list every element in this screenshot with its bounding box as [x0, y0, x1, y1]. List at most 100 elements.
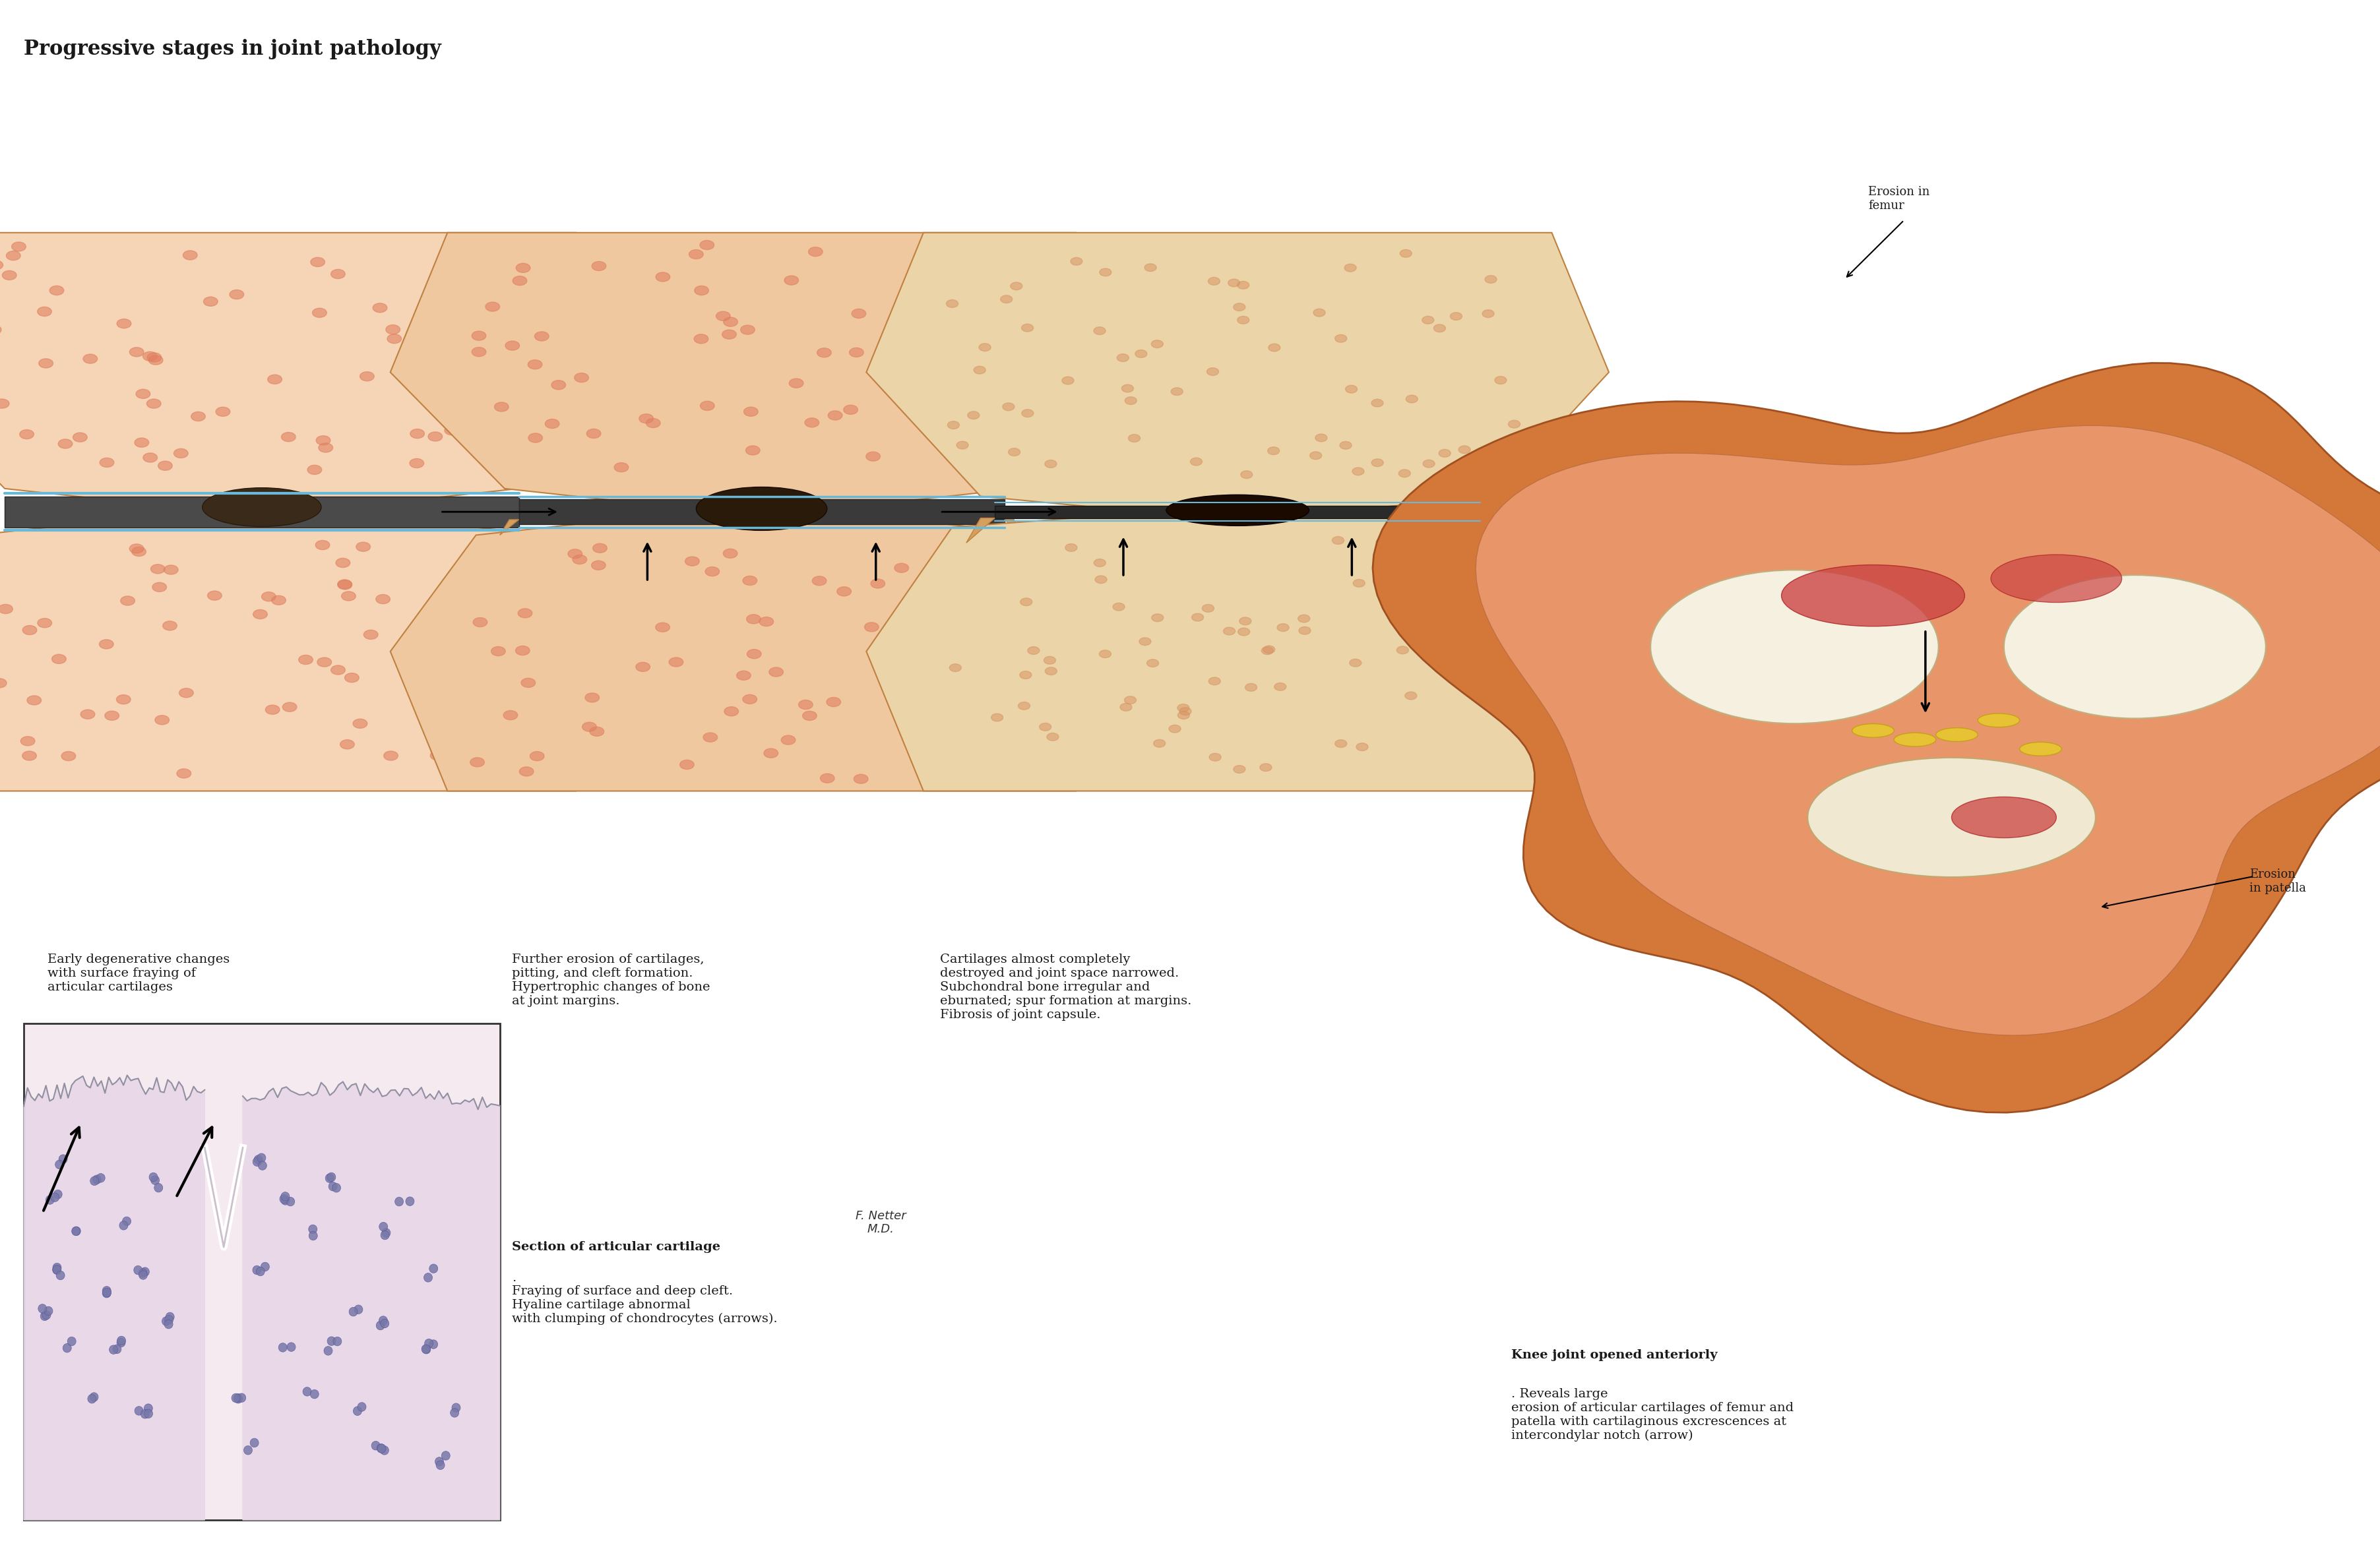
Ellipse shape	[1649, 569, 1937, 723]
Ellipse shape	[381, 1446, 388, 1455]
Ellipse shape	[150, 1173, 157, 1182]
Ellipse shape	[52, 1266, 62, 1275]
Circle shape	[969, 411, 981, 419]
Ellipse shape	[326, 1173, 336, 1182]
Circle shape	[1190, 458, 1202, 465]
Circle shape	[21, 625, 36, 634]
Ellipse shape	[138, 1270, 148, 1280]
Circle shape	[345, 673, 359, 682]
Circle shape	[1121, 385, 1133, 392]
Circle shape	[1399, 250, 1411, 257]
Circle shape	[1345, 264, 1357, 271]
Circle shape	[1238, 281, 1250, 288]
Circle shape	[283, 703, 298, 712]
Circle shape	[1178, 712, 1190, 720]
Polygon shape	[243, 1081, 500, 1520]
Circle shape	[38, 358, 52, 368]
Ellipse shape	[405, 1197, 414, 1205]
Ellipse shape	[424, 1339, 433, 1348]
Polygon shape	[1004, 520, 1023, 535]
Ellipse shape	[1952, 797, 2056, 838]
Circle shape	[183, 251, 198, 261]
Ellipse shape	[121, 1218, 131, 1225]
Ellipse shape	[136, 1407, 143, 1415]
Circle shape	[528, 433, 543, 442]
Ellipse shape	[450, 1408, 459, 1418]
Polygon shape	[866, 233, 1609, 507]
Circle shape	[1152, 614, 1164, 622]
Circle shape	[940, 617, 954, 627]
Ellipse shape	[202, 487, 321, 527]
Circle shape	[1278, 624, 1290, 631]
Circle shape	[536, 332, 550, 341]
Circle shape	[724, 707, 738, 717]
Circle shape	[162, 620, 176, 630]
Circle shape	[1345, 385, 1357, 392]
Circle shape	[745, 406, 759, 416]
Circle shape	[117, 695, 131, 704]
Circle shape	[462, 329, 476, 338]
Circle shape	[1209, 754, 1221, 762]
Circle shape	[724, 549, 738, 558]
Ellipse shape	[250, 1438, 259, 1447]
Circle shape	[978, 343, 990, 351]
Circle shape	[800, 700, 814, 709]
Circle shape	[352, 720, 367, 729]
Circle shape	[866, 451, 881, 461]
Circle shape	[843, 405, 857, 414]
Circle shape	[497, 746, 512, 755]
Circle shape	[1238, 628, 1250, 636]
Circle shape	[331, 665, 345, 675]
Circle shape	[1433, 606, 1445, 614]
Circle shape	[1135, 351, 1147, 358]
Circle shape	[1507, 651, 1518, 659]
Ellipse shape	[357, 1402, 367, 1411]
Circle shape	[1116, 354, 1128, 361]
Circle shape	[1128, 434, 1140, 442]
Ellipse shape	[52, 1263, 62, 1272]
Polygon shape	[0, 233, 633, 504]
Circle shape	[12, 242, 26, 251]
Circle shape	[1397, 647, 1409, 655]
Text: .
Fraying of surface and deep cleft.
Hyaline cartilage abnormal
with clumping of: . Fraying of surface and deep cleft. Hya…	[512, 1272, 778, 1325]
Ellipse shape	[93, 1176, 102, 1183]
Ellipse shape	[378, 1317, 388, 1325]
Circle shape	[1019, 672, 1031, 679]
Ellipse shape	[324, 1346, 333, 1356]
Circle shape	[1340, 442, 1352, 450]
Circle shape	[743, 695, 757, 704]
Circle shape	[152, 583, 167, 592]
Circle shape	[1259, 763, 1271, 771]
Circle shape	[1428, 647, 1440, 655]
Circle shape	[57, 439, 71, 448]
Ellipse shape	[421, 1345, 431, 1354]
Circle shape	[1333, 537, 1345, 544]
Circle shape	[81, 710, 95, 720]
Circle shape	[1269, 344, 1280, 352]
Circle shape	[1011, 282, 1023, 290]
Circle shape	[0, 399, 10, 408]
Circle shape	[1145, 264, 1157, 271]
Ellipse shape	[102, 1289, 112, 1298]
Circle shape	[1209, 678, 1221, 686]
Ellipse shape	[695, 487, 828, 530]
Circle shape	[338, 580, 352, 589]
Ellipse shape	[309, 1225, 317, 1233]
Text: Further erosion of cartilages,
pitting, and cleft formation.
Hypertrophic change: Further erosion of cartilages, pitting, …	[512, 954, 709, 1007]
Circle shape	[585, 430, 600, 439]
Ellipse shape	[102, 1286, 112, 1295]
Circle shape	[700, 402, 714, 411]
Circle shape	[947, 422, 959, 430]
Circle shape	[21, 751, 36, 760]
Ellipse shape	[231, 1393, 240, 1402]
Circle shape	[1449, 312, 1461, 320]
Circle shape	[1404, 692, 1416, 700]
Circle shape	[148, 355, 162, 364]
Circle shape	[1238, 316, 1250, 324]
Ellipse shape	[255, 1155, 262, 1165]
Ellipse shape	[150, 1176, 159, 1185]
Ellipse shape	[302, 1387, 312, 1396]
Ellipse shape	[133, 1266, 143, 1275]
Ellipse shape	[440, 1452, 450, 1459]
Ellipse shape	[45, 1306, 52, 1315]
